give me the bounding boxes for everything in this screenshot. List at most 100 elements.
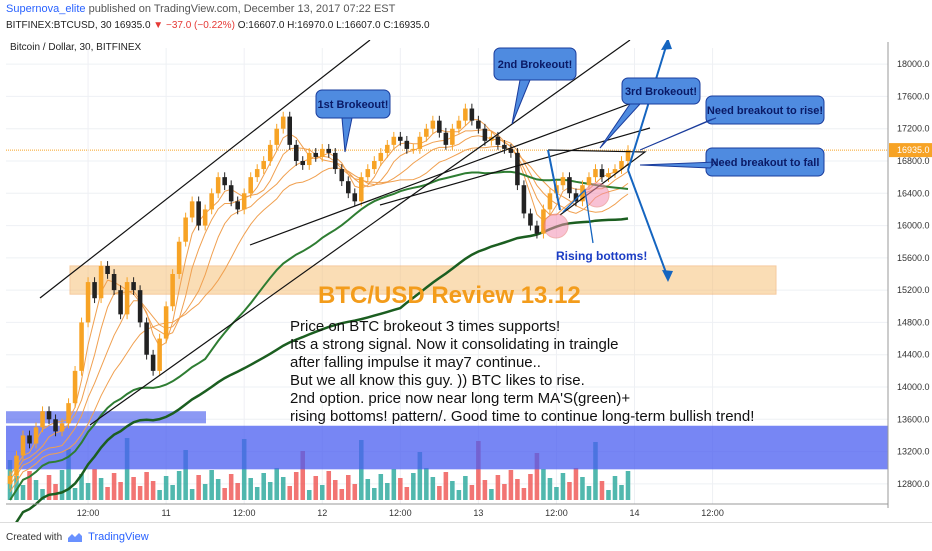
- review-body-line: rising bottoms! pattern/. Good time to c…: [290, 408, 754, 425]
- volume-bar: [20, 485, 26, 500]
- volume-bar: [593, 442, 598, 500]
- candle-body: [137, 290, 143, 323]
- candle-body: [92, 282, 97, 299]
- volume-bar: [365, 479, 371, 500]
- volume-bar: [14, 476, 19, 500]
- ma-dark-green-line: [15, 217, 629, 522]
- volume-bar: [332, 480, 338, 500]
- volume-bar: [463, 476, 468, 500]
- y-tick-label: 15200.0: [897, 285, 930, 295]
- bottom-circle: [543, 213, 569, 239]
- candle-body: [53, 419, 58, 432]
- volume-bar: [111, 473, 117, 500]
- y-tick-label: 14400.0: [897, 350, 930, 360]
- volume-bar: [489, 489, 494, 500]
- volume-bar: [280, 477, 286, 500]
- volume-bar: [98, 478, 104, 500]
- ma-orange-line: [9, 145, 629, 493]
- volume-bar: [443, 472, 449, 500]
- volume-bar: [326, 471, 332, 500]
- volume-bar: [163, 476, 169, 500]
- volume-bar: [40, 489, 45, 500]
- candle-body: [183, 217, 188, 242]
- volume-bar: [131, 477, 136, 500]
- volume-bar: [241, 439, 247, 500]
- x-tick-label: 12:00: [77, 508, 100, 518]
- candles: [7, 103, 631, 489]
- volume-bar: [222, 488, 227, 500]
- candle-body: [306, 152, 312, 166]
- y-axis: 18000.0 17600.0 17200.0 16800.0 16400.0 16000…: [887, 42, 932, 508]
- candle-body: [541, 209, 546, 234]
- candle-body: [144, 322, 149, 355]
- candle-body: [345, 181, 351, 194]
- volume-bar: [625, 471, 631, 500]
- need-rise-callout-tail: [639, 117, 717, 151]
- candle-body: [476, 120, 481, 129]
- volume-bar: [424, 468, 429, 500]
- volume-bar: [137, 486, 143, 500]
- volume-bar: [586, 486, 592, 500]
- volume-bar: [547, 478, 553, 500]
- candle-body: [105, 265, 110, 274]
- volume-bar: [508, 470, 514, 500]
- candle-body: [300, 161, 306, 166]
- volume-bar: [430, 477, 436, 500]
- x-tick-label: 14: [629, 508, 639, 518]
- candle-body: [150, 354, 156, 371]
- volume-bar: [521, 488, 527, 500]
- chart-title: Bitcoin / Dollar, 30, BITFINEX: [10, 42, 142, 53]
- volume-bar: [554, 487, 559, 500]
- arrow-head-down-icon: [662, 270, 673, 282]
- volume-bar: [411, 473, 416, 500]
- candle-body: [463, 108, 468, 121]
- third-breakout-callout-text: 3rd Brokeout!: [625, 86, 697, 98]
- candle-body: [170, 274, 175, 307]
- candle-body: [118, 290, 123, 315]
- volume-bar: [189, 489, 195, 500]
- candle-body: [287, 116, 293, 145]
- ohlc-line: BITFINEX:BTCUSD, 30 16935.0 ▼ −37.0 (−0.…: [6, 20, 430, 31]
- candle-body: [202, 209, 208, 226]
- volume-bar: [541, 469, 546, 500]
- volume-bar: [567, 482, 572, 500]
- candle-body: [85, 282, 91, 323]
- volume-bar: [345, 475, 351, 500]
- candle-body: [437, 120, 442, 133]
- second-breakout-callout-tail: [511, 79, 531, 125]
- volume-bar: [352, 484, 358, 500]
- author-link[interactable]: Supernova_elite: [6, 3, 86, 15]
- candle-body: [248, 177, 253, 194]
- volume-bar: [170, 485, 175, 500]
- candle-body: [515, 152, 520, 186]
- candle-body: [567, 177, 572, 194]
- x-axis: 12:00 11 12:00 12 12:00 13 12:00 14 12:00: [6, 503, 888, 518]
- volume-bar: [300, 451, 306, 500]
- volume-bar: [105, 487, 110, 500]
- candle-body: [424, 128, 429, 137]
- price-chart[interactable]: 18000.0 17600.0 17200.0 16800.0 16400.0 16000…: [0, 40, 932, 522]
- volume-bar: [196, 475, 201, 500]
- review-body-line: But we all know this guy. )) BTC likes t…: [290, 372, 585, 389]
- tradingview-brand[interactable]: TradingView: [88, 531, 149, 543]
- candle-body: [573, 193, 579, 202]
- x-tick-label: 12:00: [233, 508, 256, 518]
- candle-body: [391, 136, 397, 145]
- x-tick-label: 12:00: [389, 508, 412, 518]
- candle-body: [326, 148, 332, 153]
- volume-bar: [46, 475, 52, 500]
- need-rise-callout-text: Need breakout to rise!: [707, 105, 823, 117]
- candle-body: [385, 144, 390, 153]
- volume-bar: [385, 483, 390, 500]
- first-breakout-callout-tail: [341, 117, 353, 153]
- third-breakout-callout-box: [621, 77, 701, 105]
- need-fall-callout-tail: [639, 161, 718, 169]
- candle-body: [222, 177, 227, 186]
- candle-body: [417, 136, 423, 149]
- volume-bar: [254, 487, 260, 500]
- y-tick-label: 16800.0: [897, 156, 930, 166]
- projection-arrow: [627, 169, 669, 279]
- volume-bar: [66, 449, 71, 500]
- volume-bar: [79, 474, 84, 500]
- volume-bar: [359, 440, 364, 500]
